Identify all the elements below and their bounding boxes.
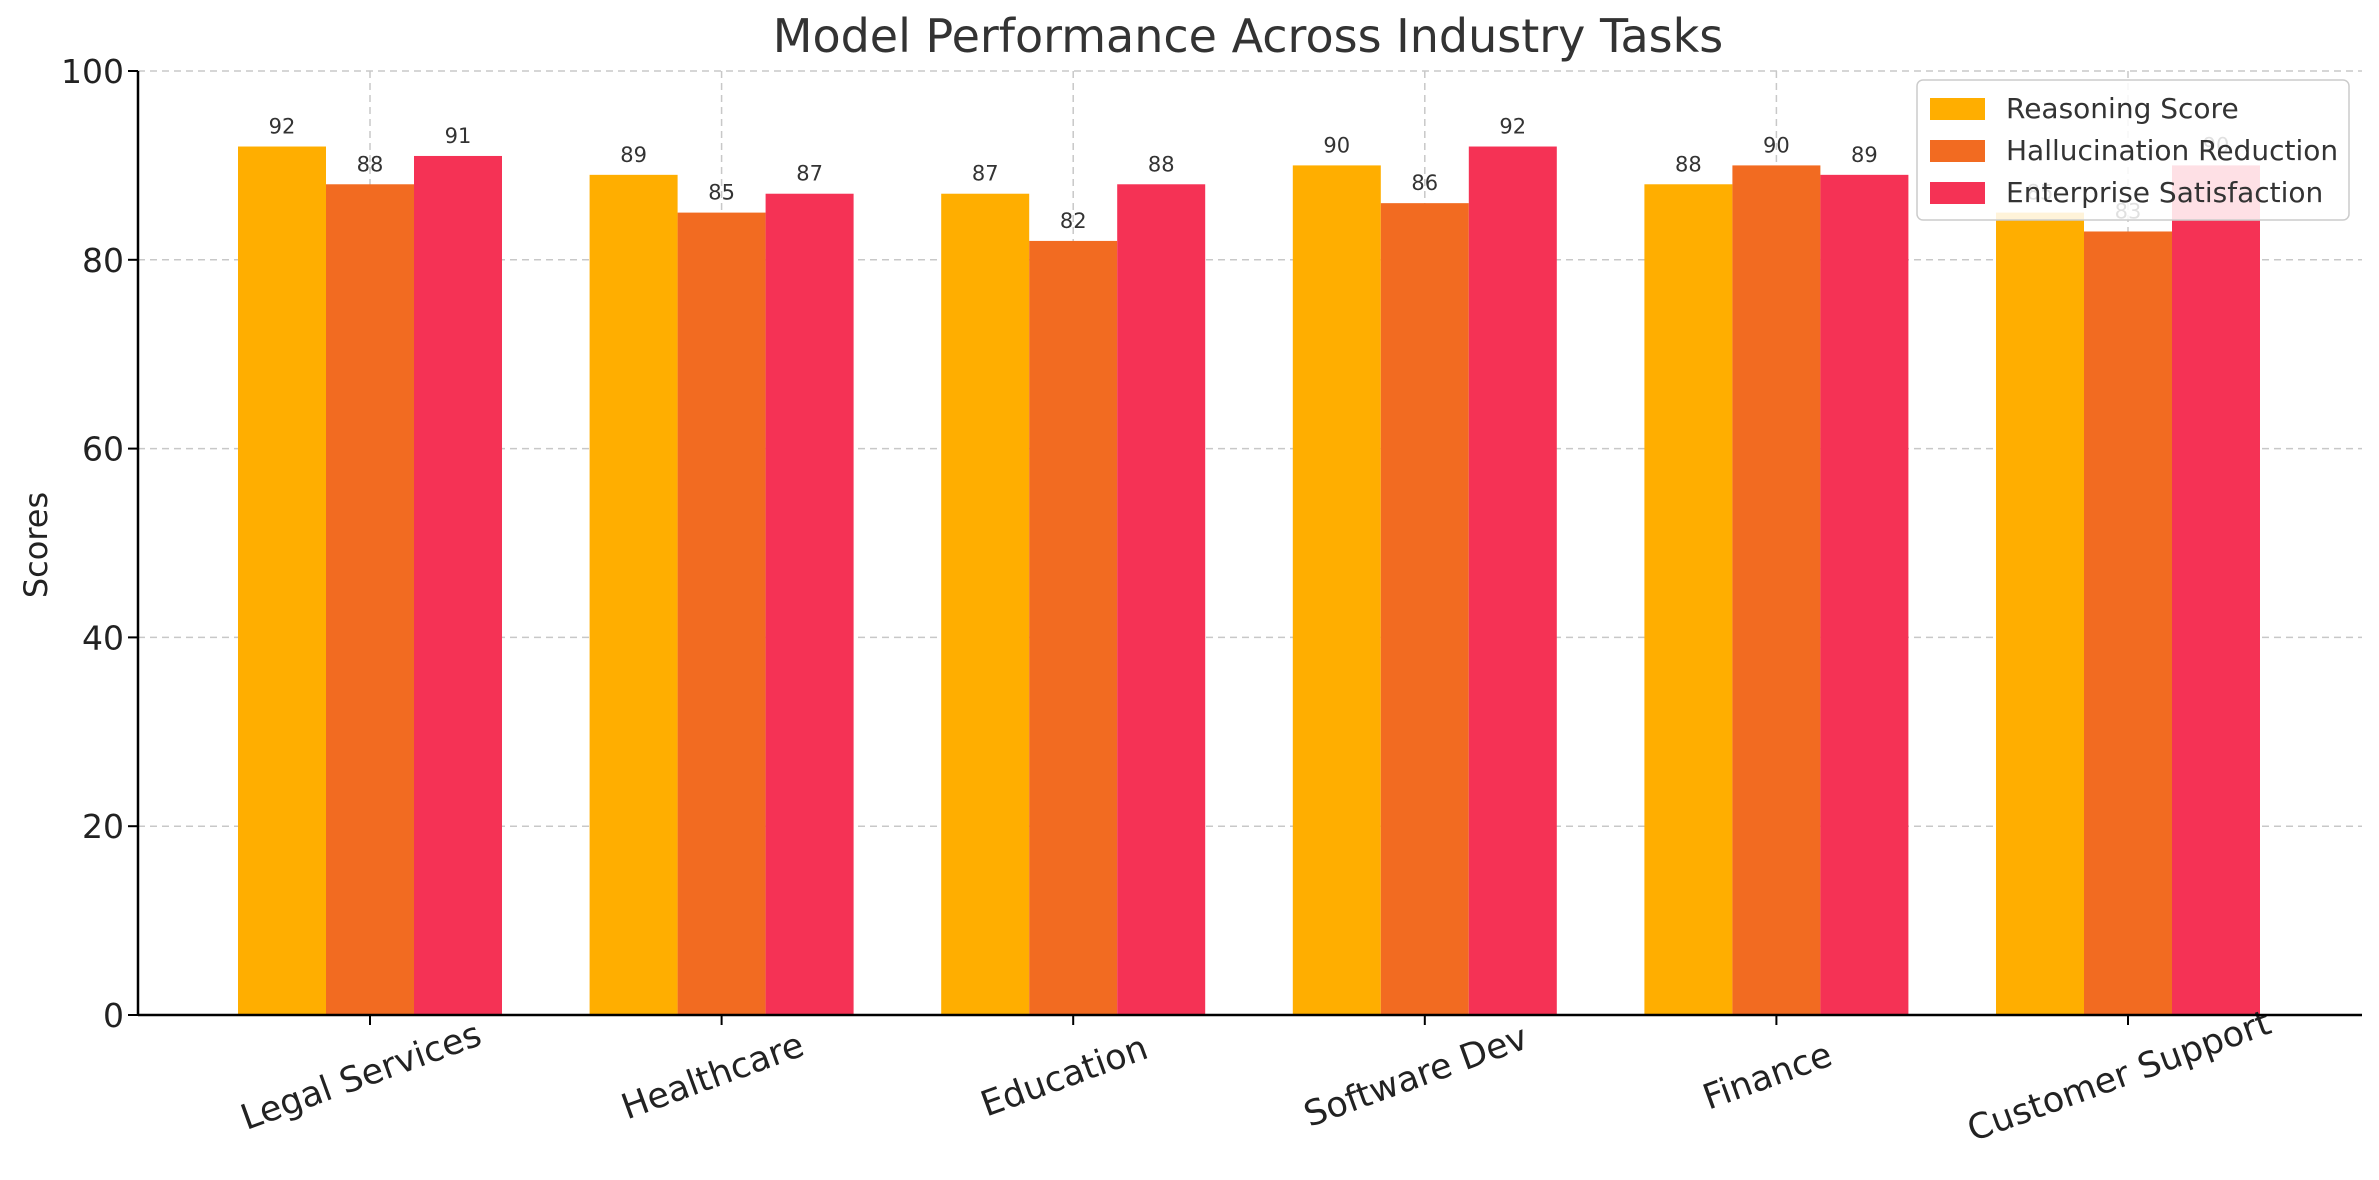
data-label: 89	[1851, 143, 1878, 167]
chart-title: Model Performance Across Industry Tasks	[773, 9, 1723, 63]
x-tick-label: Finance	[1698, 1035, 1838, 1118]
data-label: 90	[1763, 133, 1790, 157]
data-label: 92	[1499, 115, 1526, 139]
data-label: 92	[269, 115, 296, 139]
y-tick-label: 40	[82, 618, 124, 657]
legend-swatch	[1930, 182, 1985, 204]
y-tick-label: 20	[82, 807, 124, 846]
bar	[1468, 146, 1557, 1015]
bar	[2084, 231, 2172, 1016]
data-label: 86	[1411, 171, 1438, 195]
legend-label: Enterprise Satisfaction	[2006, 176, 2323, 209]
data-label: 88	[357, 152, 384, 176]
y-axis-label: Scores	[17, 492, 55, 598]
bar	[2172, 165, 2260, 1015]
data-label: 87	[972, 162, 999, 186]
y-tick-label: 80	[82, 241, 124, 280]
legend: Reasoning Score Hallucination Reduction En…	[1916, 79, 2350, 221]
bar	[414, 155, 502, 1015]
bar	[765, 193, 854, 1016]
bar	[677, 212, 766, 1016]
x-tick-label: Legal Services	[236, 1015, 487, 1139]
y-tick-label: 60	[82, 430, 124, 469]
bar	[941, 193, 1030, 1016]
data-label: 87	[796, 162, 823, 186]
bar	[1820, 174, 1909, 1016]
data-label: 85	[708, 181, 735, 205]
bar	[1117, 184, 1206, 1015]
legend-label: Reasoning Score	[2006, 92, 2239, 125]
bar	[1732, 165, 1821, 1015]
data-label: 88	[1675, 152, 1702, 176]
bar	[1292, 165, 1381, 1015]
x-tick-label: Customer Support	[1962, 1003, 2276, 1150]
legend-swatch	[1930, 140, 1985, 162]
data-label: 89	[620, 143, 647, 167]
bar	[326, 184, 414, 1015]
bar	[1380, 203, 1469, 1015]
data-label: 88	[1148, 152, 1175, 176]
x-tick-label: Education	[976, 1028, 1153, 1125]
bars	[238, 146, 2260, 1016]
x-tick-label: Software Dev	[1299, 1018, 1533, 1136]
y-tick-label: 100	[61, 52, 124, 91]
data-label: 82	[1060, 209, 1087, 233]
bar	[1644, 184, 1733, 1015]
bar	[238, 146, 326, 1015]
bar	[1996, 212, 2084, 1016]
legend-swatch	[1930, 98, 1985, 120]
legend-box	[1916, 79, 2350, 221]
data-label: 91	[445, 124, 472, 148]
legend-label: Hallucination Reduction	[2006, 134, 2338, 167]
bar	[589, 174, 678, 1016]
bar	[1029, 240, 1118, 1016]
x-tick-label: Healthcare	[616, 1025, 809, 1128]
data-label: 90	[1323, 133, 1350, 157]
y-tick-label: 0	[103, 996, 124, 1035]
